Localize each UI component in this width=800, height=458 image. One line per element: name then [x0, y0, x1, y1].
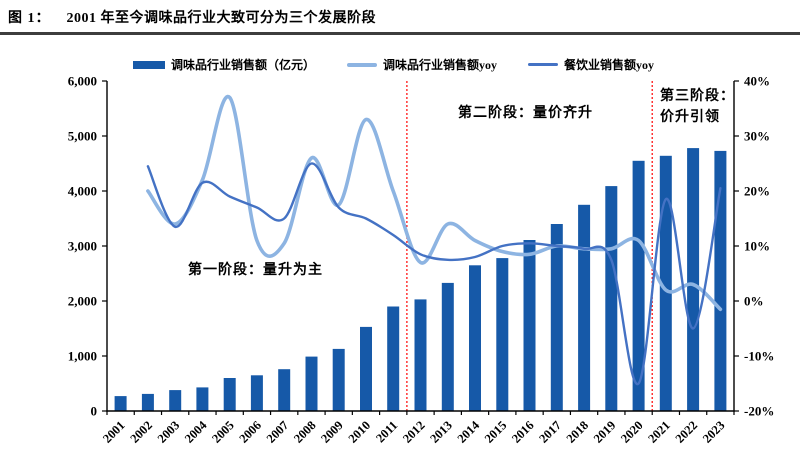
x-tick-label: 2008: [291, 418, 319, 446]
legend-label: 调味品行业销售额（亿元）: [171, 58, 316, 72]
legend-item-condiment-yoy: 调味品行业销售额yoy: [347, 56, 497, 73]
stage3-line2: 价升引领: [660, 110, 720, 125]
x-tick-label: 2003: [155, 418, 183, 446]
x-tick-label: 2017: [536, 418, 564, 446]
x-tick-label: 2010: [346, 418, 374, 446]
x-tick-label: 2004: [182, 418, 210, 446]
legend-item-catering-yoy: 餐饮业销售额yoy: [528, 56, 654, 73]
left-axis-labels: 0 1,000 2,000 3,000 4,000 5,000 6,000: [68, 74, 107, 419]
bar-2013: [441, 282, 454, 411]
sales-bars: [114, 148, 727, 412]
condiment-yoy-swatch: [347, 62, 377, 67]
left-tick-label: 5,000: [68, 129, 97, 144]
left-tick-label: 0: [91, 404, 98, 419]
bar-2021: [659, 155, 672, 411]
bar-2020: [632, 160, 645, 412]
bar-series-swatch: [133, 60, 165, 69]
bar-2014: [469, 265, 481, 412]
bar-2010: [360, 326, 372, 411]
left-tick-label: 1,000: [68, 349, 97, 364]
bar-2009: [332, 348, 345, 411]
bar-2006: [250, 375, 263, 412]
x-tick-label: 2013: [427, 418, 455, 446]
x-tick-label: 2011: [373, 418, 400, 445]
right-tick-label: 30%: [744, 129, 770, 144]
x-axis-labels: 2001 2002 2003 2004 2005 2006 2007 2008 2009 2010…: [100, 411, 735, 446]
stage1-annotation: 第一阶段：量升为主: [188, 263, 323, 278]
right-tick-label: 40%: [744, 74, 770, 89]
stage3-line1: 第三阶段：: [660, 89, 735, 104]
bar-2012: [414, 299, 427, 411]
figure-header: 图 1： 2001 年至今调味品行业大致可分为三个发展阶段: [8, 7, 376, 27]
figure-title: 2001 年至今调味品行业大致可分为三个发展阶段: [66, 11, 376, 26]
left-tick-label: 4,000: [68, 184, 97, 199]
left-tick-label: 3,000: [68, 239, 97, 254]
left-tick-label: 2,000: [68, 294, 97, 309]
x-tick-label: 2019: [591, 418, 619, 446]
bar-2008: [305, 356, 318, 411]
x-tick-label: 2007: [264, 418, 292, 446]
x-tick-label: 2002: [127, 418, 155, 446]
x-tick-label: 2005: [209, 418, 237, 446]
stage3-annotation: 第三阶段： 价升引领: [660, 86, 735, 128]
bar-2019: [605, 186, 618, 411]
header-divider: [0, 32, 800, 35]
bar-2018: [578, 204, 591, 412]
x-tick-label: 2001: [100, 418, 128, 446]
legend-label: 调味品行业销售额yoy: [383, 58, 498, 72]
yoy-path: [146, 162, 722, 385]
x-tick-label: 2009: [318, 418, 346, 446]
right-axis-labels: -20% -10% 0% 10% 20% 30% 40%: [734, 74, 774, 419]
x-tick-label: 2016: [509, 418, 537, 446]
bar-2007: [278, 369, 291, 411]
bar-2016: [523, 240, 536, 411]
bar-2003: [169, 390, 182, 411]
right-tick-label: 20%: [744, 184, 770, 199]
x-tick-label: 2020: [618, 418, 646, 446]
bar-2015: [496, 258, 509, 411]
x-tick-label: 2014: [455, 418, 483, 446]
bar-2002: [141, 393, 154, 411]
x-tick-label: 2023: [700, 418, 728, 446]
bar-2023: [714, 150, 727, 411]
bar-2005: [223, 378, 236, 411]
bar-2001: [114, 396, 127, 411]
x-tick-label: 2021: [645, 418, 673, 446]
x-tick-label: 2022: [673, 418, 701, 446]
x-tick-label: 2018: [564, 418, 592, 446]
bar-2017: [550, 224, 563, 411]
stage2-annotation: 第二阶段：量价齐升: [458, 106, 593, 121]
left-tick-label: 6,000: [68, 74, 97, 89]
right-tick-label: 0%: [744, 294, 764, 309]
bar-2011: [387, 306, 400, 411]
legend-item-bar-series: 调味品行业销售额（亿元）: [133, 56, 315, 73]
right-tick-label: -20%: [744, 404, 774, 419]
right-tick-label: 10%: [744, 239, 770, 254]
right-tick-label: -10%: [744, 349, 774, 364]
x-tick-label: 2015: [482, 418, 510, 446]
yoy-line-catering: [146, 162, 722, 385]
catering-yoy-swatch: [528, 63, 558, 66]
bar-2022: [687, 148, 700, 411]
x-tick-label: 2012: [400, 418, 428, 446]
bar-2004: [196, 387, 209, 411]
legend-label: 餐饮业销售额yoy: [564, 58, 655, 72]
figure-number: 图 1：: [8, 11, 51, 26]
x-tick-label: 2006: [236, 418, 264, 446]
